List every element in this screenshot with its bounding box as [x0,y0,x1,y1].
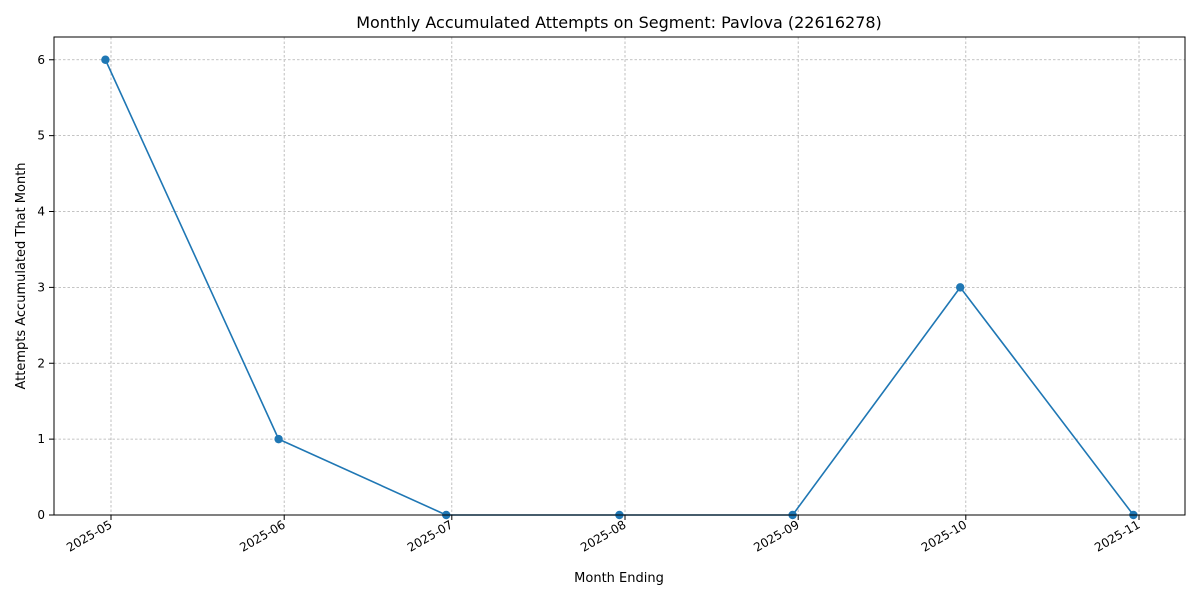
axes-frame [53,36,1186,516]
data-point-marker [274,434,283,444]
y-tick-label: 2 [37,356,45,370]
plot-area [54,37,1185,515]
data-point-marker [101,55,110,64]
y-tick-label: 3 [37,280,45,294]
y-tick-label: 5 [37,129,45,143]
y-tick-label: 6 [37,53,45,67]
y-tick-label: 0 [37,508,45,522]
data-point-marker [956,283,965,292]
chart-title: Monthly Accumulated Attempts on Segment:… [356,13,882,32]
y-axis-label: Attempts Accumulated That Month [14,162,29,389]
y-tick-label: 1 [37,432,45,446]
y-axis-ticks: 0 1 2 3 4 5 6 [37,53,54,522]
x-axis-label: Month Ending [574,571,664,586]
axes [53,36,1186,516]
y-tick-label: 4 [37,205,45,219]
